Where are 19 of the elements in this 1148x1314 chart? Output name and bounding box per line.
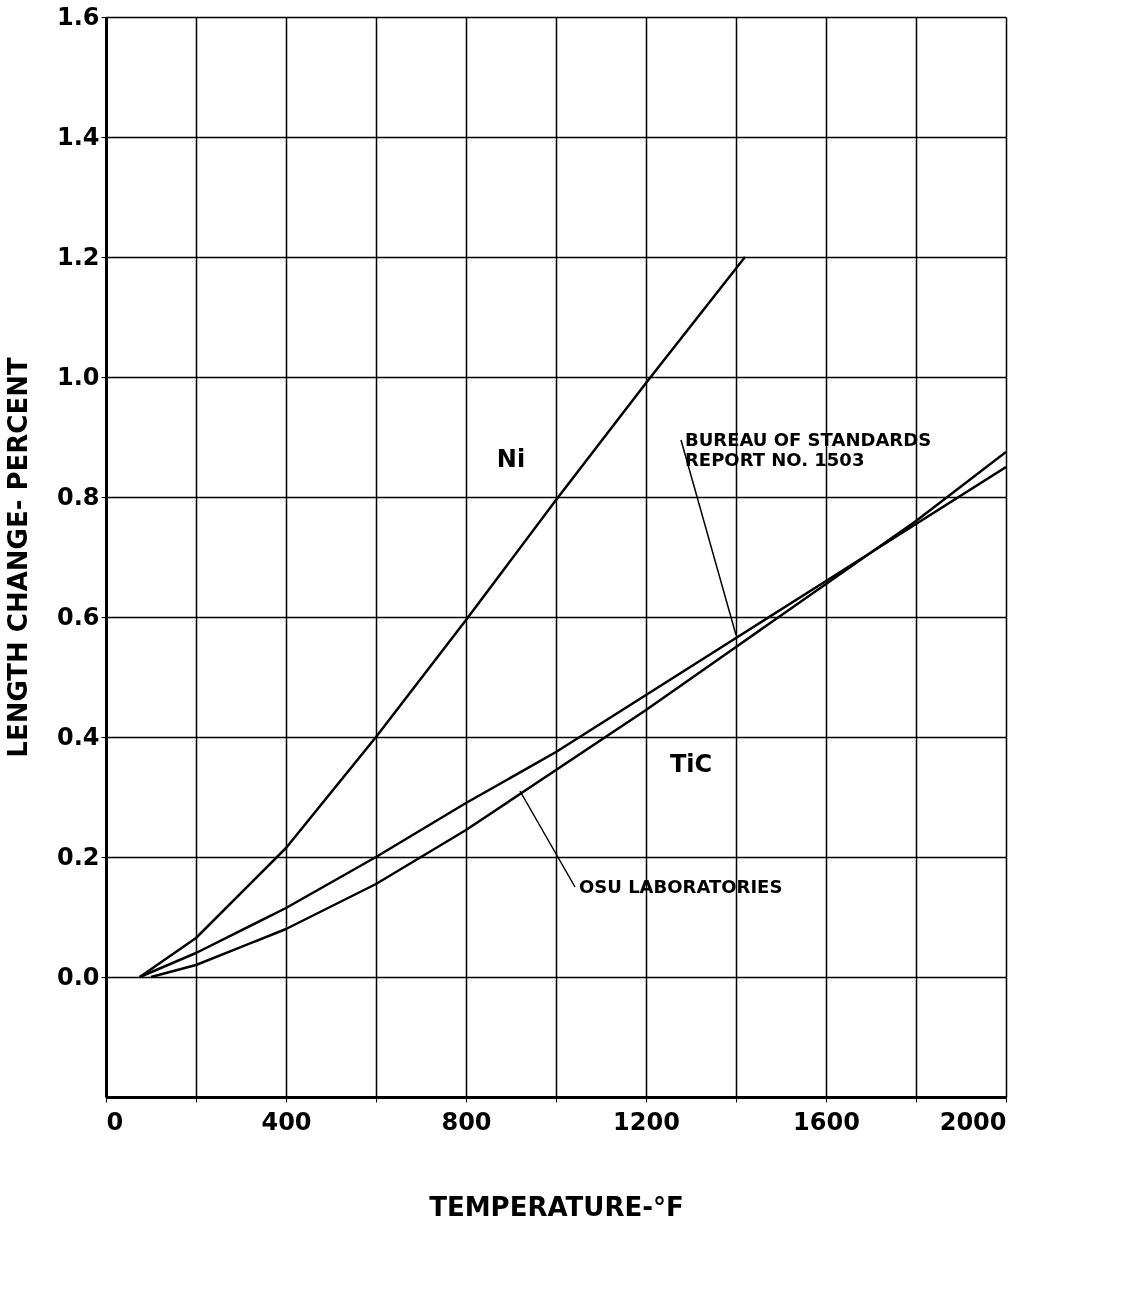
x-tick-label: 800	[441, 1107, 492, 1136]
series-label: TiC	[669, 750, 713, 778]
y-tick-label: 0.0	[56, 962, 100, 991]
x-axis-title: TEMPERATURE-°F	[429, 1191, 684, 1222]
y-tick-label: 1.4	[56, 122, 100, 151]
x-tick-label: 1200	[613, 1107, 680, 1136]
y-tick-label: 1.2	[56, 242, 100, 271]
x-tick-label: 400	[261, 1107, 312, 1136]
y-tick-label: 0.2	[56, 842, 100, 871]
y-tick-label: 0.6	[56, 602, 100, 631]
y-tick-label: 0.4	[56, 722, 100, 751]
y-tick-label: 1.6	[56, 2, 100, 31]
y-tick-label: 1.0	[56, 362, 100, 391]
x-tick-label: 2000	[939, 1107, 1007, 1136]
x-tick-label: 1600	[793, 1107, 860, 1136]
y-tick-label: 0.8	[56, 482, 100, 511]
series-label: Ni	[496, 445, 526, 473]
y-axis-title: LENGTH CHANGE- PERCENT	[2, 357, 33, 758]
x-tick-label: 0	[106, 1107, 124, 1136]
